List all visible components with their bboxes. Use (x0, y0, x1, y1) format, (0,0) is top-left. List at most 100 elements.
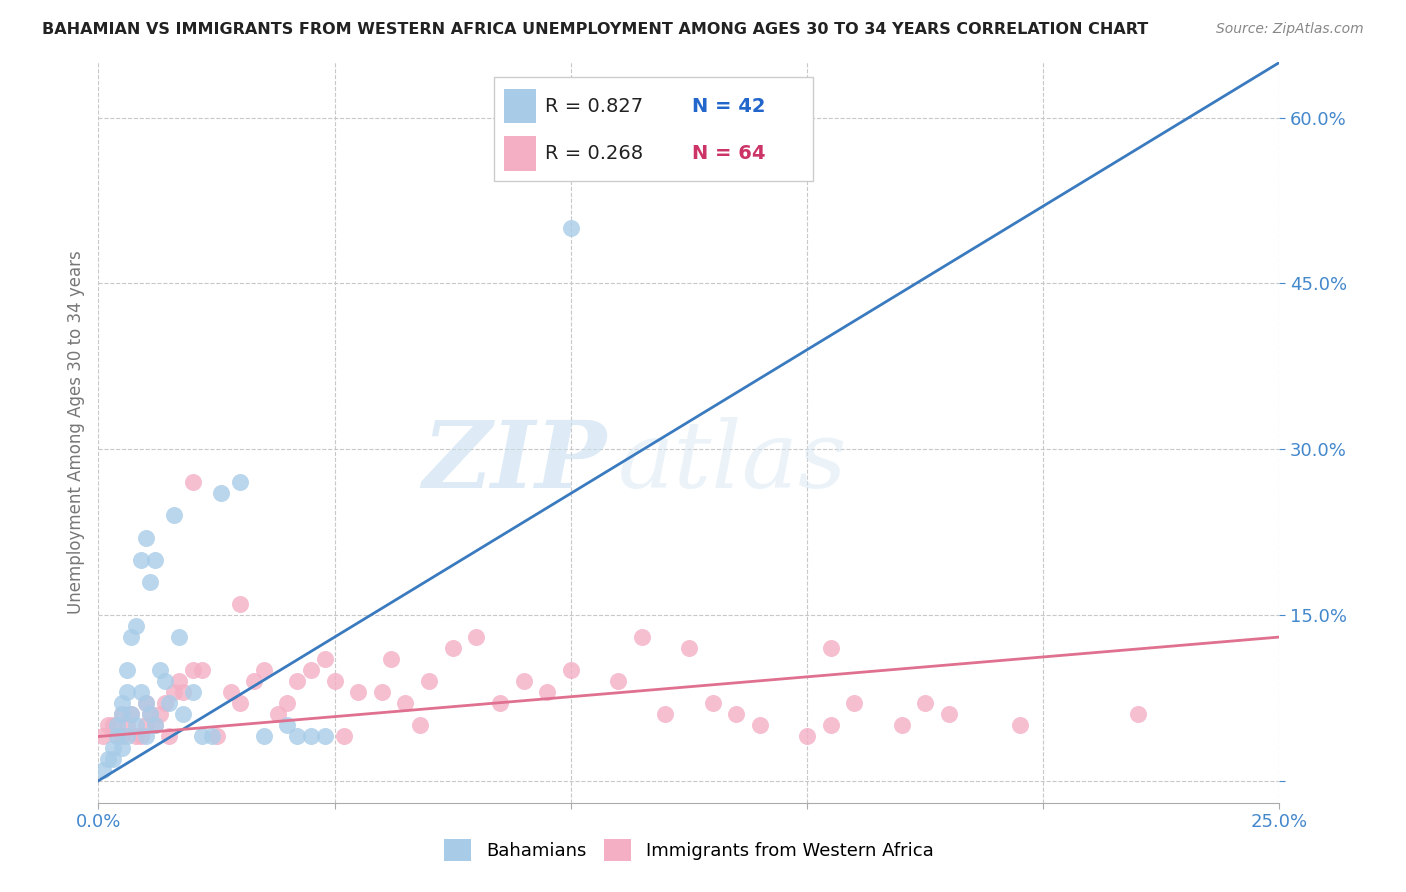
Y-axis label: Unemployment Among Ages 30 to 34 years: Unemployment Among Ages 30 to 34 years (66, 251, 84, 615)
Point (347, 685, 370, 699)
Point (153, 674, 176, 689)
Point (380, 652, 402, 666)
Point (149, 707, 172, 722)
Point (101, 740, 124, 755)
Point (276, 697, 298, 711)
Legend: Bahamians, Immigrants from Western Africa: Bahamians, Immigrants from Western Afric… (437, 831, 941, 868)
Point (105, 718, 128, 732)
Point (135, 730, 157, 744)
Point (139, 707, 162, 722)
Point (285, 674, 308, 689)
Point (163, 685, 186, 699)
Point (371, 685, 394, 699)
Point (229, 697, 252, 711)
Point (938, 707, 960, 722)
Point (219, 685, 242, 699)
Point (143, 552, 166, 566)
Point (1126, 707, 1149, 722)
Point (796, 730, 818, 744)
Point (135, 531, 157, 545)
Point (229, 597, 252, 611)
Point (253, 663, 276, 677)
Point (630, 630, 652, 644)
Point (129, 730, 152, 744)
Point (163, 508, 186, 523)
Point (115, 685, 138, 699)
Point (394, 697, 416, 711)
Point (135, 718, 157, 732)
Point (129, 552, 152, 566)
Point (209, 486, 232, 500)
Point (560, 663, 582, 677)
Point (149, 663, 172, 677)
Point (465, 630, 488, 644)
Point (121, 630, 143, 644)
Point (820, 718, 842, 732)
Point (181, 663, 204, 677)
Text: atlas: atlas (619, 417, 848, 508)
Point (91, 730, 114, 744)
Point (314, 730, 336, 744)
Point (111, 740, 134, 755)
Point (143, 718, 166, 732)
Point (105, 730, 128, 744)
Point (172, 685, 194, 699)
Point (285, 730, 308, 744)
Point (111, 707, 134, 722)
Point (97, 718, 120, 732)
Point (115, 663, 138, 677)
Point (111, 707, 134, 722)
Point (201, 730, 224, 744)
Point (408, 718, 430, 732)
Point (489, 697, 512, 711)
Point (267, 707, 290, 722)
Point (1008, 718, 1031, 732)
Point (536, 685, 558, 699)
Point (125, 619, 148, 633)
Point (121, 707, 143, 722)
Point (111, 730, 134, 744)
Point (167, 630, 190, 644)
Point (299, 663, 322, 677)
Point (512, 674, 534, 689)
Point (101, 751, 124, 765)
Point (890, 718, 912, 732)
Point (172, 707, 194, 722)
Point (205, 730, 228, 744)
Point (333, 730, 356, 744)
Point (654, 707, 676, 722)
Point (276, 718, 298, 732)
Point (143, 718, 166, 732)
Point (139, 707, 162, 722)
Point (135, 697, 157, 711)
Point (607, 674, 630, 689)
Point (725, 707, 748, 722)
Point (91, 763, 114, 777)
Point (229, 475, 252, 490)
Point (191, 730, 214, 744)
Point (191, 663, 214, 677)
Point (314, 652, 336, 666)
Text: ZIP: ZIP (422, 417, 606, 508)
Point (323, 674, 346, 689)
Point (181, 475, 204, 490)
Text: BAHAMIAN VS IMMIGRANTS FROM WESTERN AFRICA UNEMPLOYMENT AMONG AGES 30 TO 34 YEAR: BAHAMIAN VS IMMIGRANTS FROM WESTERN AFRI… (42, 22, 1149, 37)
Point (139, 574, 162, 589)
Point (157, 730, 180, 744)
Point (441, 641, 464, 656)
Point (844, 697, 866, 711)
Point (111, 697, 134, 711)
Point (153, 697, 176, 711)
Point (167, 674, 190, 689)
Point (181, 685, 204, 699)
Point (121, 707, 143, 722)
Point (748, 718, 770, 732)
Text: Source: ZipAtlas.com: Source: ZipAtlas.com (1216, 22, 1364, 37)
Point (129, 685, 152, 699)
Point (243, 674, 266, 689)
Point (125, 730, 148, 744)
Point (253, 730, 276, 744)
Point (418, 674, 440, 689)
Point (820, 641, 842, 656)
Point (115, 730, 138, 744)
